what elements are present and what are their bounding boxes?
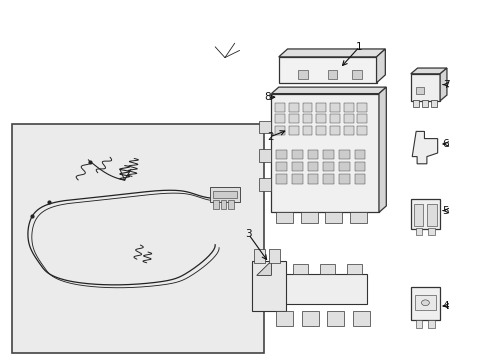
Bar: [427, 204, 436, 226]
Polygon shape: [278, 49, 385, 57]
Bar: [307, 174, 318, 184]
Bar: [316, 103, 325, 112]
Bar: [415, 87, 424, 94]
Circle shape: [421, 300, 428, 306]
Bar: [259, 178, 271, 191]
Bar: [268, 249, 279, 263]
Bar: [343, 114, 353, 123]
Text: 5: 5: [442, 206, 448, 216]
Bar: [329, 103, 339, 112]
Bar: [430, 100, 436, 107]
Bar: [323, 150, 333, 159]
Bar: [413, 204, 423, 226]
Bar: [325, 212, 342, 223]
Bar: [323, 162, 333, 171]
Text: 8: 8: [264, 92, 271, 102]
Bar: [338, 162, 349, 171]
Bar: [410, 74, 439, 101]
Polygon shape: [376, 49, 385, 83]
Bar: [343, 126, 353, 135]
Text: 7: 7: [442, 80, 448, 90]
Bar: [275, 103, 285, 112]
Bar: [12, 124, 264, 353]
Polygon shape: [271, 87, 386, 94]
Bar: [351, 70, 361, 79]
Text: 6: 6: [442, 139, 448, 149]
Bar: [357, 114, 366, 123]
Bar: [326, 311, 344, 326]
Bar: [275, 114, 285, 123]
Bar: [412, 100, 418, 107]
Text: 4: 4: [442, 301, 448, 311]
Bar: [307, 162, 318, 171]
Bar: [354, 150, 365, 159]
Bar: [316, 114, 325, 123]
Bar: [271, 274, 366, 304]
Polygon shape: [439, 68, 446, 101]
Bar: [329, 114, 339, 123]
Bar: [278, 57, 376, 83]
Bar: [276, 174, 286, 184]
Bar: [271, 94, 378, 212]
Bar: [343, 103, 353, 112]
Bar: [302, 114, 312, 123]
Bar: [349, 212, 366, 223]
Bar: [210, 187, 239, 202]
Bar: [354, 174, 365, 184]
Bar: [288, 126, 298, 135]
Bar: [410, 199, 439, 229]
Bar: [338, 174, 349, 184]
Bar: [329, 126, 339, 135]
Text: 2: 2: [266, 132, 273, 142]
Bar: [293, 264, 307, 274]
Bar: [410, 287, 439, 320]
Bar: [275, 126, 285, 135]
Bar: [346, 264, 361, 274]
Bar: [276, 162, 286, 171]
Bar: [276, 212, 293, 223]
Bar: [316, 126, 325, 135]
Bar: [298, 70, 307, 79]
Bar: [288, 114, 298, 123]
Bar: [276, 150, 286, 159]
Bar: [228, 200, 234, 209]
Bar: [421, 100, 427, 107]
Bar: [307, 150, 318, 159]
Bar: [327, 70, 337, 79]
Bar: [352, 311, 369, 326]
Bar: [357, 103, 366, 112]
Bar: [288, 103, 298, 112]
Bar: [220, 200, 226, 209]
Bar: [357, 126, 366, 135]
Bar: [212, 191, 237, 198]
Bar: [414, 295, 435, 310]
Polygon shape: [411, 131, 437, 164]
Bar: [415, 320, 422, 328]
Bar: [212, 200, 218, 209]
Bar: [415, 228, 422, 235]
Polygon shape: [378, 87, 386, 212]
Bar: [254, 249, 264, 263]
Bar: [427, 320, 434, 328]
Text: 3: 3: [244, 229, 251, 239]
Bar: [276, 311, 293, 326]
Bar: [323, 174, 333, 184]
Bar: [427, 228, 434, 235]
Bar: [291, 174, 302, 184]
Polygon shape: [410, 68, 446, 74]
Bar: [320, 264, 334, 274]
Polygon shape: [256, 261, 271, 275]
Bar: [251, 261, 285, 311]
Bar: [291, 162, 302, 171]
Bar: [259, 149, 271, 162]
Bar: [259, 121, 271, 133]
Bar: [291, 150, 302, 159]
Bar: [300, 212, 317, 223]
Bar: [301, 311, 318, 326]
Bar: [338, 150, 349, 159]
Bar: [302, 103, 312, 112]
Text: 1: 1: [355, 42, 362, 52]
Bar: [354, 162, 365, 171]
Bar: [302, 126, 312, 135]
